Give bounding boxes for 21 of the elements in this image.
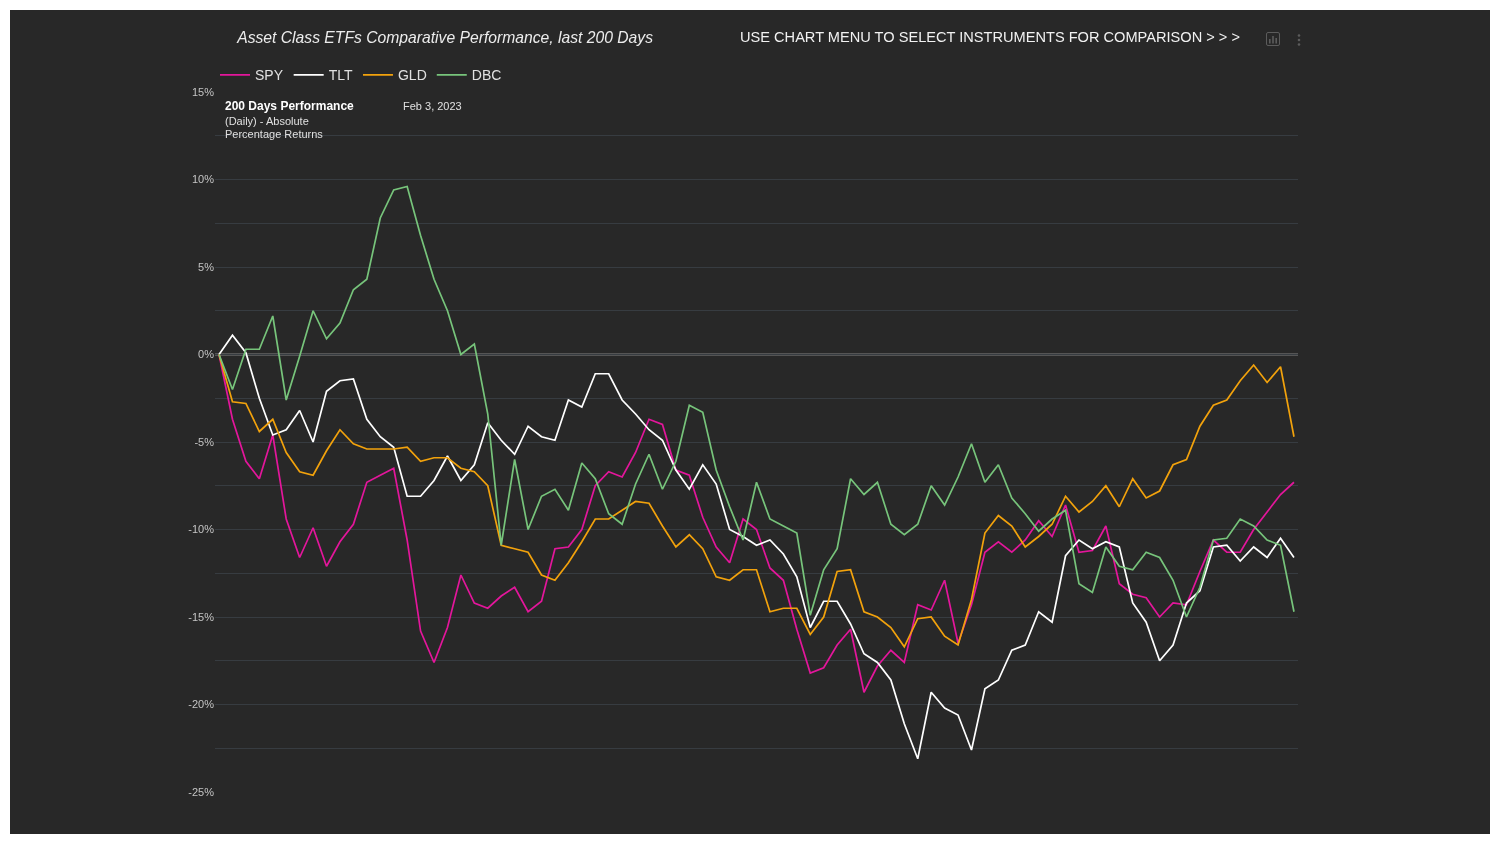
- y-tick-label: -15%: [188, 610, 215, 623]
- y-tick-label: 0%: [198, 348, 215, 361]
- annotation: Feb 3, 2023: [403, 100, 462, 112]
- legend-label: DBC: [471, 67, 502, 84]
- y-tick-label: -20%: [188, 698, 215, 711]
- y-tick-label: 10%: [191, 173, 215, 186]
- y-tick-label: -5%: [194, 435, 215, 448]
- line-series: [218, 185, 1295, 618]
- legend-label: GLD: [397, 67, 427, 84]
- y-tick-label: -10%: [188, 523, 215, 536]
- y-tick-label: 15%: [191, 85, 215, 98]
- line-series: [218, 334, 1295, 760]
- chart-title: Asset Class ETFs Comparative Performance, last 200 Days: [236, 28, 654, 46]
- text: USE CHART MENU TO SELECT INSTRUMENTS FOR COMPARISON > > >: [740, 29, 1240, 45]
- y-tick-label: 5%: [198, 260, 215, 273]
- legend-label: SPY: [255, 67, 284, 84]
- y-tick-label: -25%: [188, 785, 215, 798]
- annotation: Percentage Returns: [225, 128, 324, 140]
- legend-label: TLT: [328, 67, 353, 84]
- annotation: (Daily) - Absolute: [225, 115, 309, 127]
- annotation: 200 Days Performance: [225, 99, 355, 113]
